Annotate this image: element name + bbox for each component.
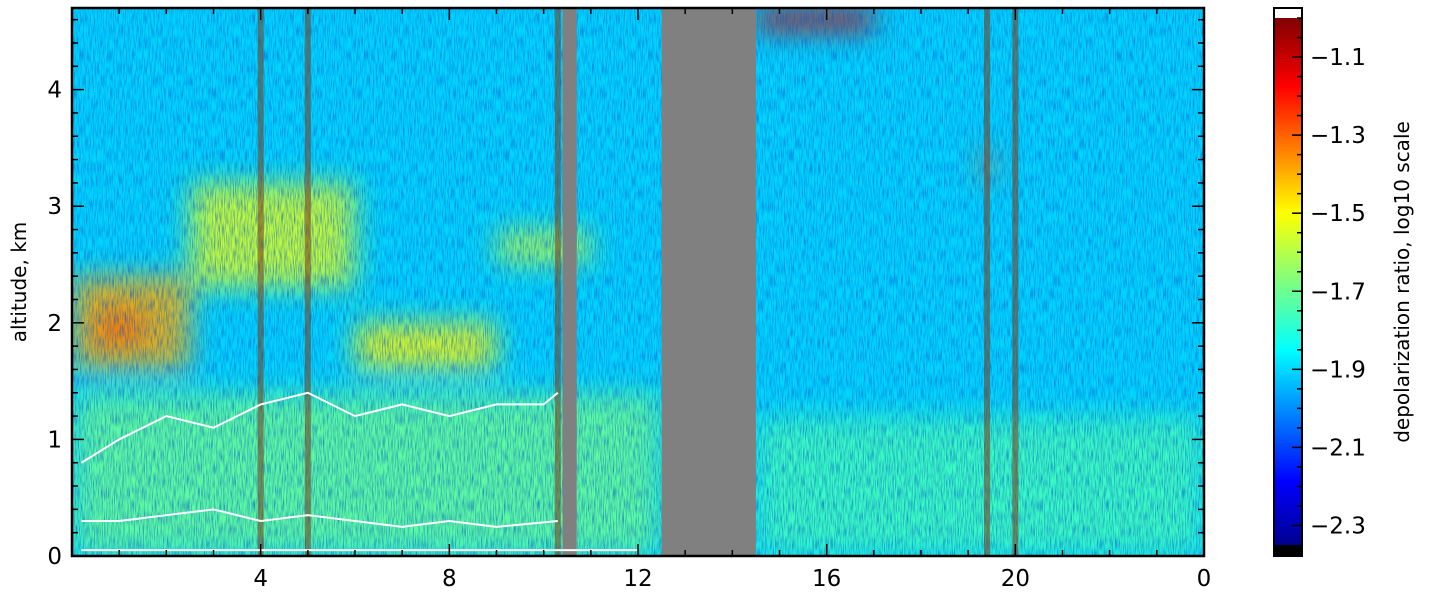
heatmap-field	[72, 8, 1204, 556]
colorbar-tick-label: −1.3	[1310, 123, 1366, 149]
colorbar-title: depolarization ratio, log10 scale	[1390, 121, 1414, 443]
x-tick-label: 4	[253, 566, 268, 592]
colorbar-tick-label: −2.3	[1310, 513, 1366, 539]
x-tick-label: 16	[812, 566, 841, 592]
aerosol-streaks	[257, 8, 1019, 556]
colorbar-gradient	[1274, 18, 1302, 545]
x-tick-label: 12	[623, 566, 652, 592]
x-tick-label: 20	[1001, 566, 1030, 592]
colorbar-tick-label: −1.5	[1310, 201, 1366, 227]
contour-lower-layer	[81, 508, 558, 528]
x-axis: 4 8 12 16 20 0	[71, 8, 1212, 592]
contour-boundary-layer-top	[80, 391, 559, 464]
streak-2	[554, 8, 561, 556]
y-tick-label: 1	[47, 427, 62, 453]
streak-0	[257, 8, 264, 556]
heatmap-speckle	[72, 8, 1204, 556]
y-tick-label: 4	[47, 78, 62, 104]
y-axis: 0 1 2 3 4	[47, 18, 1204, 570]
colorbar-frame	[1273, 7, 1303, 557]
streak-1	[304, 8, 311, 556]
missing-data-gap-0	[562, 8, 577, 556]
colorbar-tick-label: −1.1	[1310, 45, 1366, 71]
y-tick-label: 2	[47, 311, 62, 337]
y-axis-title: altitude, km	[7, 222, 31, 343]
colorbar-tick-label: −1.7	[1310, 279, 1366, 305]
colorbar-over-swatch	[1274, 8, 1302, 18]
colorbar-under-swatch	[1274, 545, 1302, 556]
streak-3	[984, 8, 991, 556]
x-tick-label: 8	[442, 566, 457, 592]
colorbar-ticks: −1.1 −1.3 −1.5 −1.7 −1.9 −2.1 −2.3	[1292, 17, 1366, 539]
colorbar-tick-label: −2.1	[1310, 435, 1366, 461]
y-tick-label: 3	[47, 194, 62, 220]
y-tick-label: 0	[47, 544, 62, 570]
colorbar-tick-label: −1.9	[1310, 357, 1366, 383]
colorbar: −1.1 −1.3 −1.5 −1.7 −1.9 −2.1 −2.3	[1273, 7, 1366, 557]
missing-data-gaps	[562, 8, 756, 556]
missing-data-gap-1	[661, 8, 756, 556]
x-tick-label: 0	[1197, 566, 1212, 592]
streak-4	[1012, 8, 1019, 556]
